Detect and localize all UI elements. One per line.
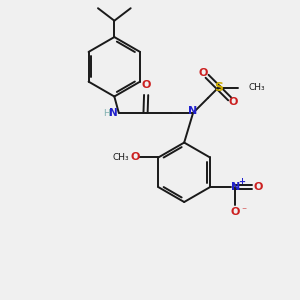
Text: S: S [214,81,223,94]
Text: N: N [188,106,198,116]
Text: O: O [254,182,263,192]
Text: N: N [231,182,240,192]
Text: N: N [109,108,118,118]
Text: CH₃: CH₃ [248,83,265,92]
Text: O: O [229,98,238,107]
Text: O: O [141,80,151,90]
Text: O: O [199,68,208,78]
Text: O: O [131,152,140,162]
Text: O: O [230,206,240,217]
Text: H: H [103,109,110,118]
Text: +: + [238,177,245,186]
Text: CH₃: CH₃ [113,153,130,162]
Text: ⁻: ⁻ [241,206,246,217]
